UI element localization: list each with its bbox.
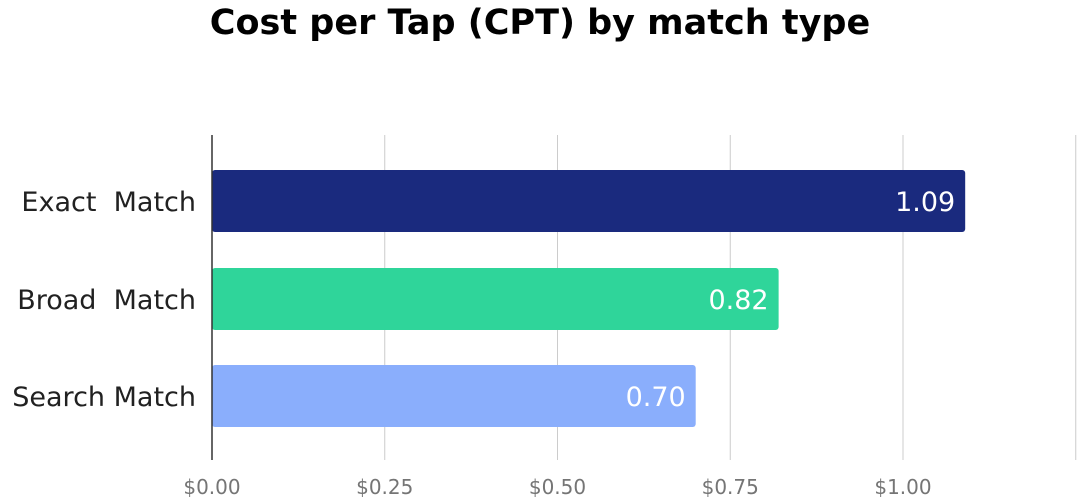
labels: 1.09 Exact Match 0.82 Broad Match 0.70 Search…	[12, 187, 955, 497]
category-label: Broad Match	[17, 285, 196, 316]
x-tick-label: $0.50	[529, 475, 586, 497]
x-tick-label: $0.75	[702, 475, 759, 497]
category-label: Exact Match	[21, 187, 196, 218]
chart-title: Cost per Tap (CPT) by match type	[209, 3, 871, 43]
data-label: 0.70	[626, 382, 686, 413]
bars	[212, 170, 966, 427]
bar-1	[212, 170, 966, 232]
category-label: Search Match	[12, 382, 196, 413]
bar-3	[212, 365, 696, 427]
x-tick-label: $0.25	[356, 475, 413, 497]
bar-2	[212, 268, 779, 330]
x-tick-label: $1.00	[874, 475, 931, 497]
data-label: 0.82	[708, 285, 768, 316]
x-tick-label: $0.00	[183, 475, 240, 497]
data-label: 1.09	[895, 187, 955, 218]
